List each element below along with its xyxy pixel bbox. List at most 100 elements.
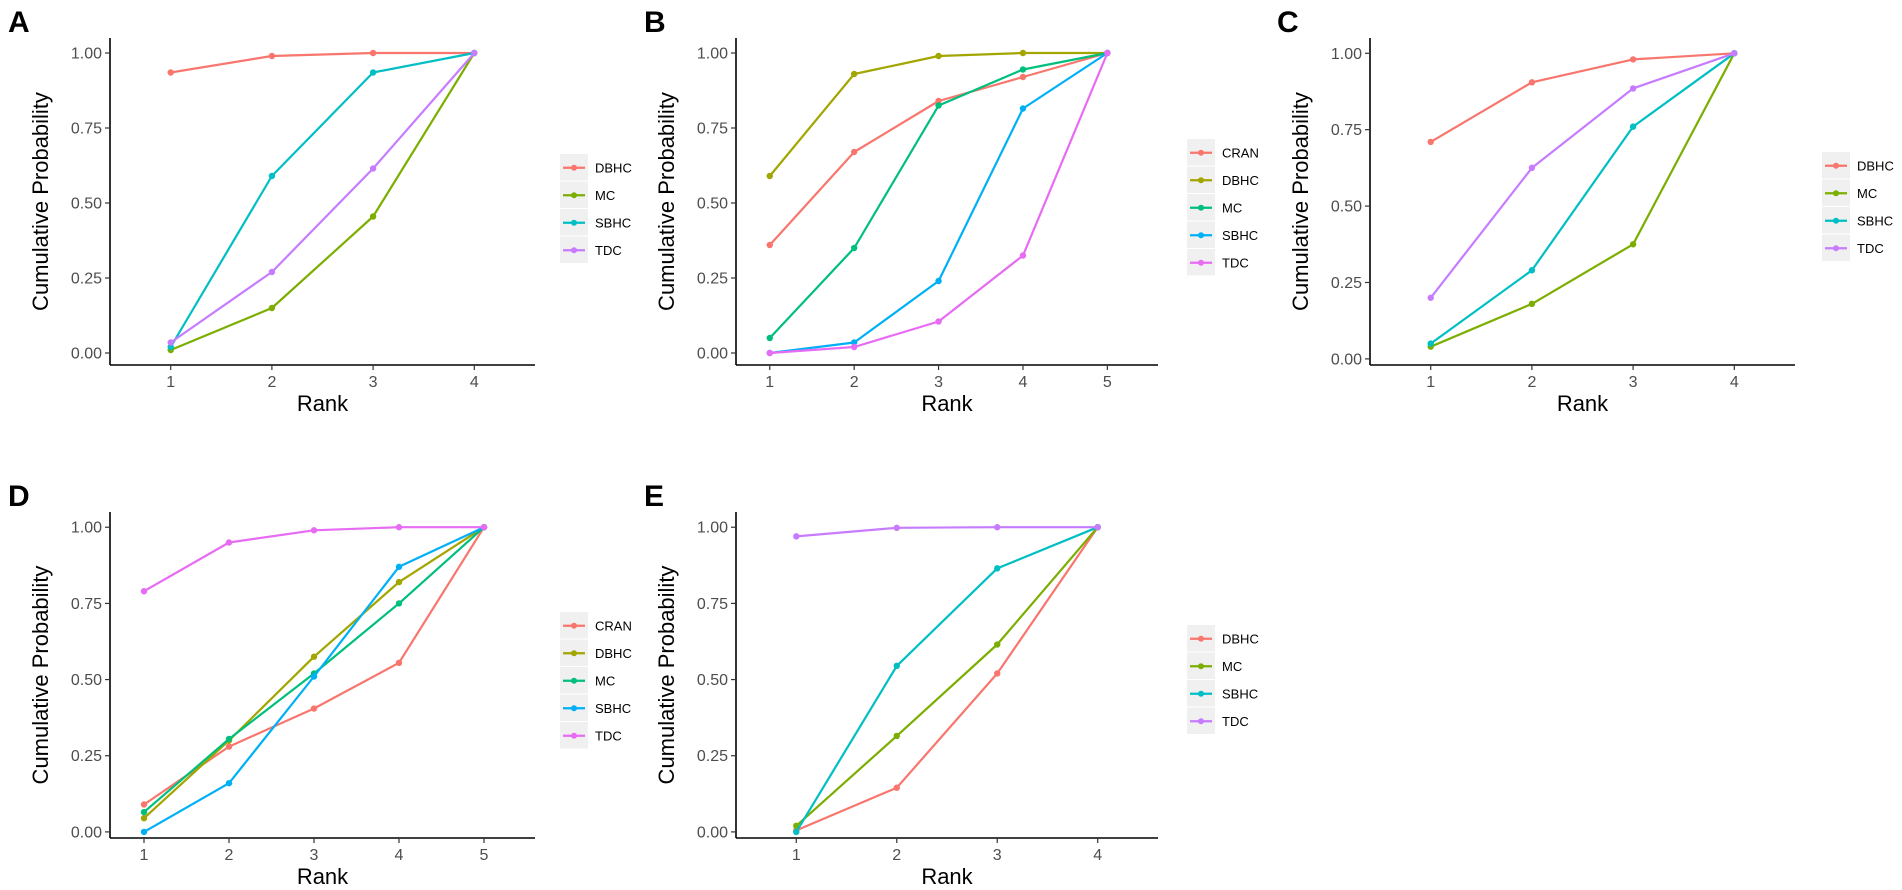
data-point-tdc bbox=[850, 343, 858, 351]
data-point-cran bbox=[225, 743, 233, 750]
x-tick-label: 4 bbox=[470, 374, 479, 391]
y-tick-label: 0.00 bbox=[71, 824, 102, 841]
y-tick-label: 0.25 bbox=[697, 748, 728, 765]
series-line-mc bbox=[795, 526, 1099, 827]
data-point-mc bbox=[369, 213, 377, 220]
data-point-tdc bbox=[310, 527, 318, 534]
legend-key-point bbox=[571, 192, 577, 199]
legend-key-point bbox=[571, 650, 577, 657]
legend-key-point bbox=[1198, 232, 1204, 239]
data-point-tdc bbox=[766, 349, 773, 357]
panel-c: C 0.00 0.25 0.50 0.75 1.00 1 2 3 4 Rank Cumulative … bbox=[1277, 6, 1894, 416]
legend-key-point bbox=[571, 705, 577, 712]
data-point-mc bbox=[1019, 66, 1027, 73]
x-tick-label: 5 bbox=[1103, 374, 1112, 391]
x-tick-label: 3 bbox=[310, 847, 319, 864]
x-tick-label: 4 bbox=[395, 847, 404, 864]
legend-key-point bbox=[1198, 663, 1204, 670]
data-point-mc bbox=[395, 600, 403, 607]
legend: CRAN DBHC MC SBHC TDC bbox=[1187, 139, 1259, 276]
data-point-tdc bbox=[140, 588, 148, 595]
data-point-tdc bbox=[1104, 49, 1111, 57]
y-tick-label: 0.25 bbox=[71, 271, 102, 288]
x-tick-label: 3 bbox=[1629, 374, 1638, 391]
y-tick-label: 0.75 bbox=[697, 596, 728, 613]
data-point-tdc bbox=[471, 49, 478, 57]
data-point-tdc bbox=[268, 268, 276, 276]
data-point-sbhc bbox=[310, 673, 318, 680]
legend-key-point bbox=[571, 732, 577, 739]
series-line-sbhc bbox=[169, 51, 475, 348]
panel-e: E 0.00 0.25 0.50 0.75 1.00 1 2 3 4 Rank Cumulative … bbox=[644, 480, 1259, 889]
legend-label-sbhc: SBHC bbox=[595, 701, 631, 716]
data-point-mc bbox=[935, 102, 942, 109]
data-point-sbhc bbox=[893, 662, 900, 670]
data-point-dbhc bbox=[935, 52, 942, 60]
x-tick-label: 5 bbox=[480, 847, 489, 864]
legend-key-point bbox=[571, 622, 577, 629]
data-point-tdc bbox=[395, 524, 403, 531]
y-tick-label: 0.50 bbox=[697, 196, 728, 213]
data-point-dbhc bbox=[893, 784, 900, 791]
x-tick-label: 3 bbox=[993, 847, 1002, 864]
x-axis-title: Rank bbox=[921, 391, 973, 416]
data-point-dbhc bbox=[850, 70, 858, 78]
data-point-mc bbox=[225, 735, 233, 743]
x-tick-label: 2 bbox=[850, 374, 859, 391]
legend-label-cran: CRAN bbox=[595, 618, 632, 633]
legend-label-tdc: TDC bbox=[595, 728, 622, 743]
legend-label-mc: MC bbox=[1222, 200, 1242, 215]
y-tick-label: 0.50 bbox=[697, 672, 728, 689]
x-tick-label: 2 bbox=[267, 374, 276, 391]
data-point-tdc bbox=[1019, 252, 1027, 259]
legend-label-sbhc: SBHC bbox=[1857, 213, 1893, 228]
y-axis-title: Cumulative Probability bbox=[28, 566, 53, 785]
legend-label-tdc: TDC bbox=[1222, 714, 1249, 729]
panel-a: A 0.00 0.25 0.50 0.75 1.00 1 2 3 4 Rank Cumulative … bbox=[8, 6, 632, 416]
panel-letter-d: D bbox=[8, 480, 30, 513]
data-point-dbhc bbox=[268, 52, 276, 60]
data-point-sbhc bbox=[140, 828, 148, 836]
panel-b: B 0.00 0.25 0.50 0.75 1.00 1 2 3 4 5 Rank Cumulative… bbox=[644, 6, 1259, 416]
y-axis-title: Cumulative Probability bbox=[654, 566, 679, 785]
y-tick-label: 1.00 bbox=[71, 46, 102, 63]
data-point-cran bbox=[310, 705, 318, 712]
legend-label-tdc: TDC bbox=[595, 243, 622, 258]
data-point-sbhc bbox=[850, 339, 858, 346]
panel-d: D 0.00 0.25 0.50 0.75 1.00 1 2 3 4 5 Rank Cumulative… bbox=[8, 480, 632, 889]
data-point-mc bbox=[766, 334, 773, 342]
legend-label-dbhc: DBHC bbox=[1222, 173, 1259, 188]
y-tick-label: 0.00 bbox=[1331, 351, 1362, 368]
x-tick-label: 4 bbox=[1730, 374, 1739, 391]
data-point-cran bbox=[850, 148, 858, 156]
legend-key-point bbox=[571, 247, 577, 254]
series-line-sbhc bbox=[1430, 52, 1735, 345]
data-point-dbhc bbox=[1528, 79, 1536, 86]
data-point-tdc bbox=[167, 339, 174, 346]
data-point-dbhc bbox=[766, 172, 773, 180]
y-tick-label: 1.00 bbox=[697, 46, 728, 63]
data-point-sbhc bbox=[935, 277, 942, 285]
data-point-sbhc bbox=[1427, 340, 1434, 347]
y-tick-label: 0.25 bbox=[1331, 275, 1362, 292]
data-point-sbhc bbox=[1019, 105, 1027, 112]
y-tick-label: 0.25 bbox=[697, 271, 728, 288]
data-point-tdc bbox=[994, 524, 1001, 531]
series-line-sbhc bbox=[795, 526, 1099, 833]
data-point-sbhc bbox=[225, 779, 233, 787]
x-tick-label: 3 bbox=[934, 374, 943, 391]
legend-label-cran: CRAN bbox=[1222, 145, 1259, 160]
panel-letter-e: E bbox=[644, 480, 664, 513]
x-tick-label: 2 bbox=[225, 847, 234, 864]
y-tick-label: 0.25 bbox=[71, 748, 102, 765]
legend-key-point bbox=[1198, 177, 1204, 184]
series-line-mc bbox=[143, 526, 485, 813]
legend-label-mc: MC bbox=[595, 188, 615, 203]
legend-label-mc: MC bbox=[1857, 186, 1877, 201]
y-tick-label: 0.75 bbox=[71, 121, 102, 138]
data-point-mc bbox=[268, 304, 276, 312]
x-tick-label: 2 bbox=[892, 847, 901, 864]
data-point-tdc bbox=[1427, 294, 1434, 301]
legend-label-dbhc: DBHC bbox=[595, 646, 632, 661]
legend-key-point bbox=[571, 164, 577, 171]
